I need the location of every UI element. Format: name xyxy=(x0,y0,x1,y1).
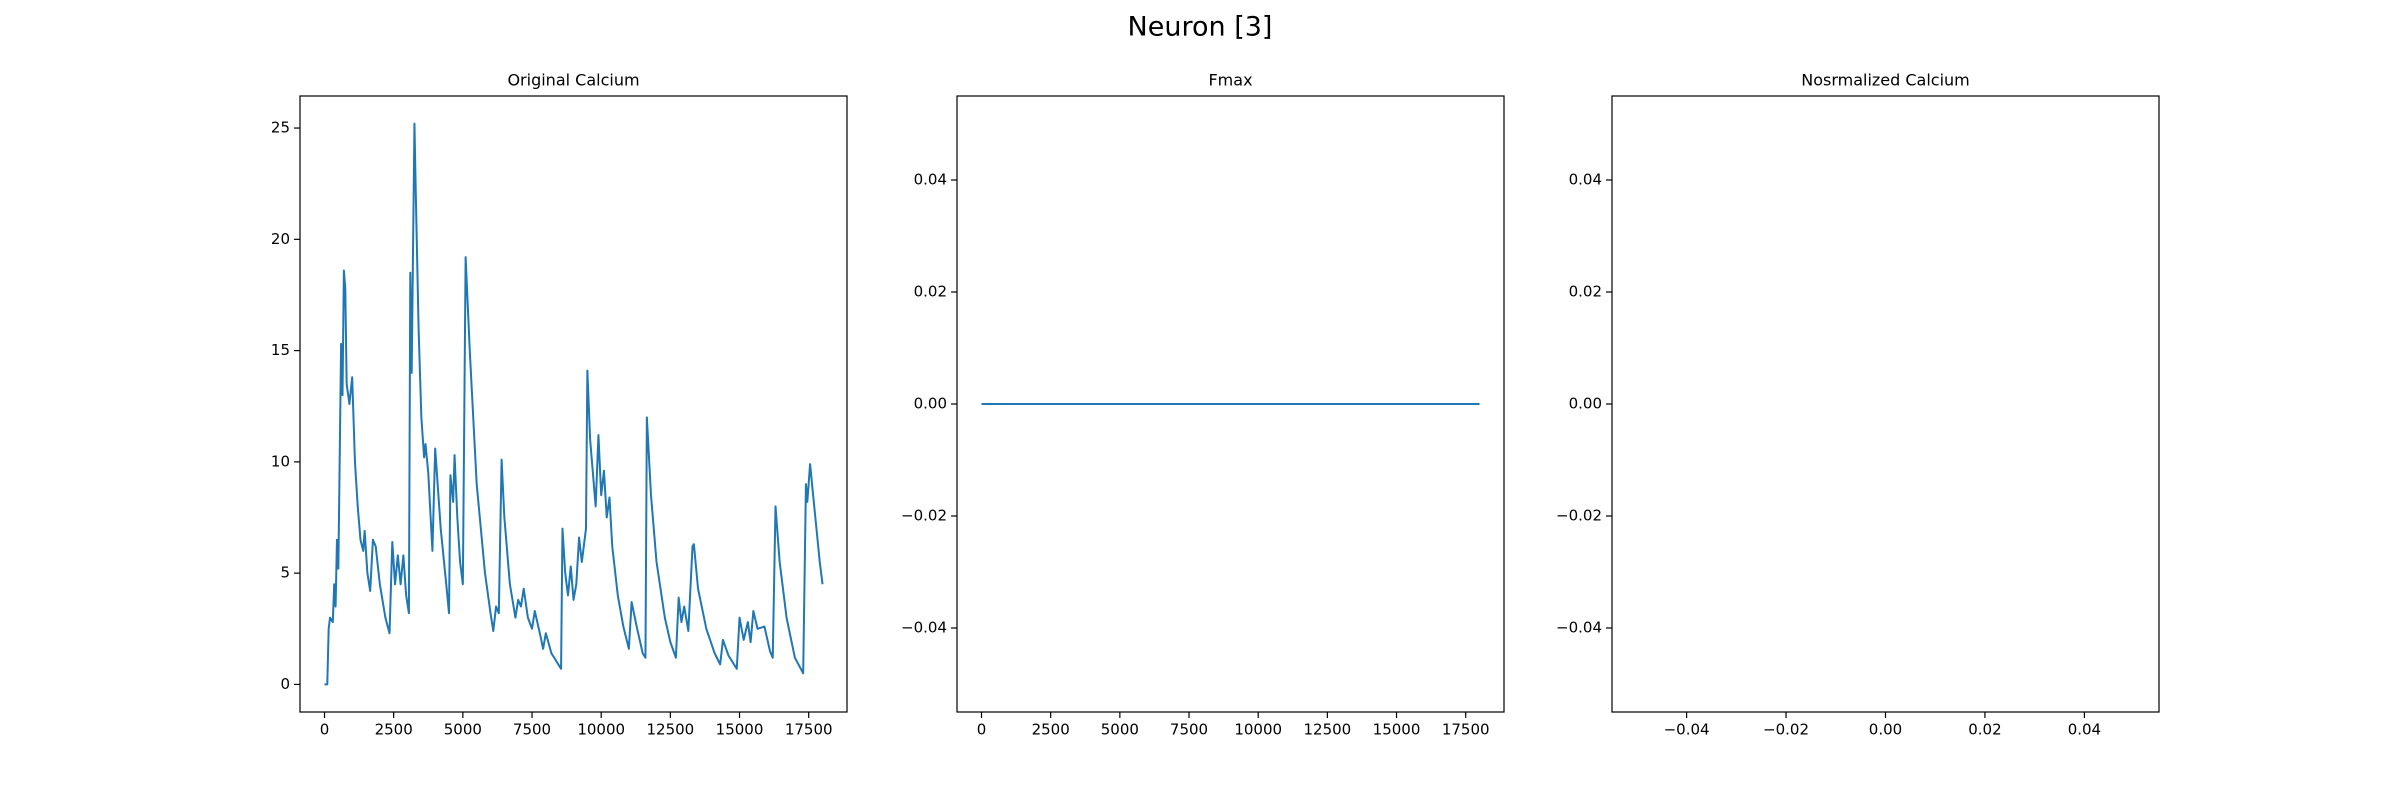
x-tick-label: 5000 xyxy=(444,721,482,739)
x-tick-label: 2500 xyxy=(375,721,413,739)
y-tick-label: 15 xyxy=(271,341,290,359)
y-tick-label: −0.04 xyxy=(1556,619,1602,637)
x-tick-label: 0.00 xyxy=(1869,721,1902,739)
x-tick-label: 15000 xyxy=(1373,721,1421,739)
y-tick-label: −0.02 xyxy=(1556,507,1602,525)
y-tick-label: 0.00 xyxy=(1569,395,1602,413)
x-tick-label: −0.02 xyxy=(1763,721,1809,739)
x-tick-label: 17500 xyxy=(785,721,833,739)
figure-title: Neuron [3] xyxy=(1128,12,1273,43)
y-tick-label: 20 xyxy=(271,230,290,248)
x-tick-label: 12500 xyxy=(647,721,695,739)
y-tick-label: 10 xyxy=(271,452,290,470)
x-tick-label: 17500 xyxy=(1442,721,1490,739)
x-tick-label: 0 xyxy=(977,721,987,739)
axes-frame xyxy=(299,95,848,713)
y-tick-label: 0.04 xyxy=(914,171,947,189)
axes-frame xyxy=(1611,95,2160,713)
subplot-title: Original Calcium xyxy=(507,71,639,90)
subplot-title: Nosrmalized Calcium xyxy=(1801,71,1970,90)
y-tick-label: −0.04 xyxy=(901,619,947,637)
y-tick-label: 0 xyxy=(280,675,290,693)
y-tick-label: 5 xyxy=(280,564,290,582)
x-tick-label: 2500 xyxy=(1032,721,1070,739)
x-tick-label: 7500 xyxy=(513,721,551,739)
x-tick-label: −0.04 xyxy=(1664,721,1710,739)
y-tick-label: 0.00 xyxy=(914,395,947,413)
x-tick-label: 7500 xyxy=(1170,721,1208,739)
x-tick-label: 0 xyxy=(320,721,330,739)
x-tick-label: 15000 xyxy=(716,721,764,739)
subplot-title: Fmax xyxy=(1208,71,1252,90)
y-tick-label: 0.02 xyxy=(914,283,947,301)
x-tick-label: 0.04 xyxy=(2068,721,2101,739)
y-tick-label: 0.02 xyxy=(1569,283,1602,301)
y-tick-label: 25 xyxy=(271,119,290,137)
axes-frame xyxy=(956,95,1505,713)
x-tick-label: 5000 xyxy=(1101,721,1139,739)
y-tick-label: −0.02 xyxy=(901,507,947,525)
x-tick-label: 0.02 xyxy=(1968,721,2001,739)
x-tick-label: 10000 xyxy=(1234,721,1282,739)
x-tick-label: 10000 xyxy=(577,721,625,739)
y-tick-label: 0.04 xyxy=(1569,171,1602,189)
x-tick-label: 12500 xyxy=(1304,721,1352,739)
data-line xyxy=(324,122,824,686)
